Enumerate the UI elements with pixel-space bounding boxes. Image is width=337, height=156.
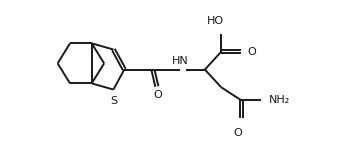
Text: HN: HN — [172, 56, 188, 66]
Text: S: S — [110, 96, 117, 106]
Text: HO: HO — [206, 16, 223, 26]
Text: O: O — [153, 90, 162, 100]
Text: O: O — [233, 128, 242, 138]
Text: O: O — [247, 47, 256, 57]
Text: NH₂: NH₂ — [269, 95, 290, 105]
